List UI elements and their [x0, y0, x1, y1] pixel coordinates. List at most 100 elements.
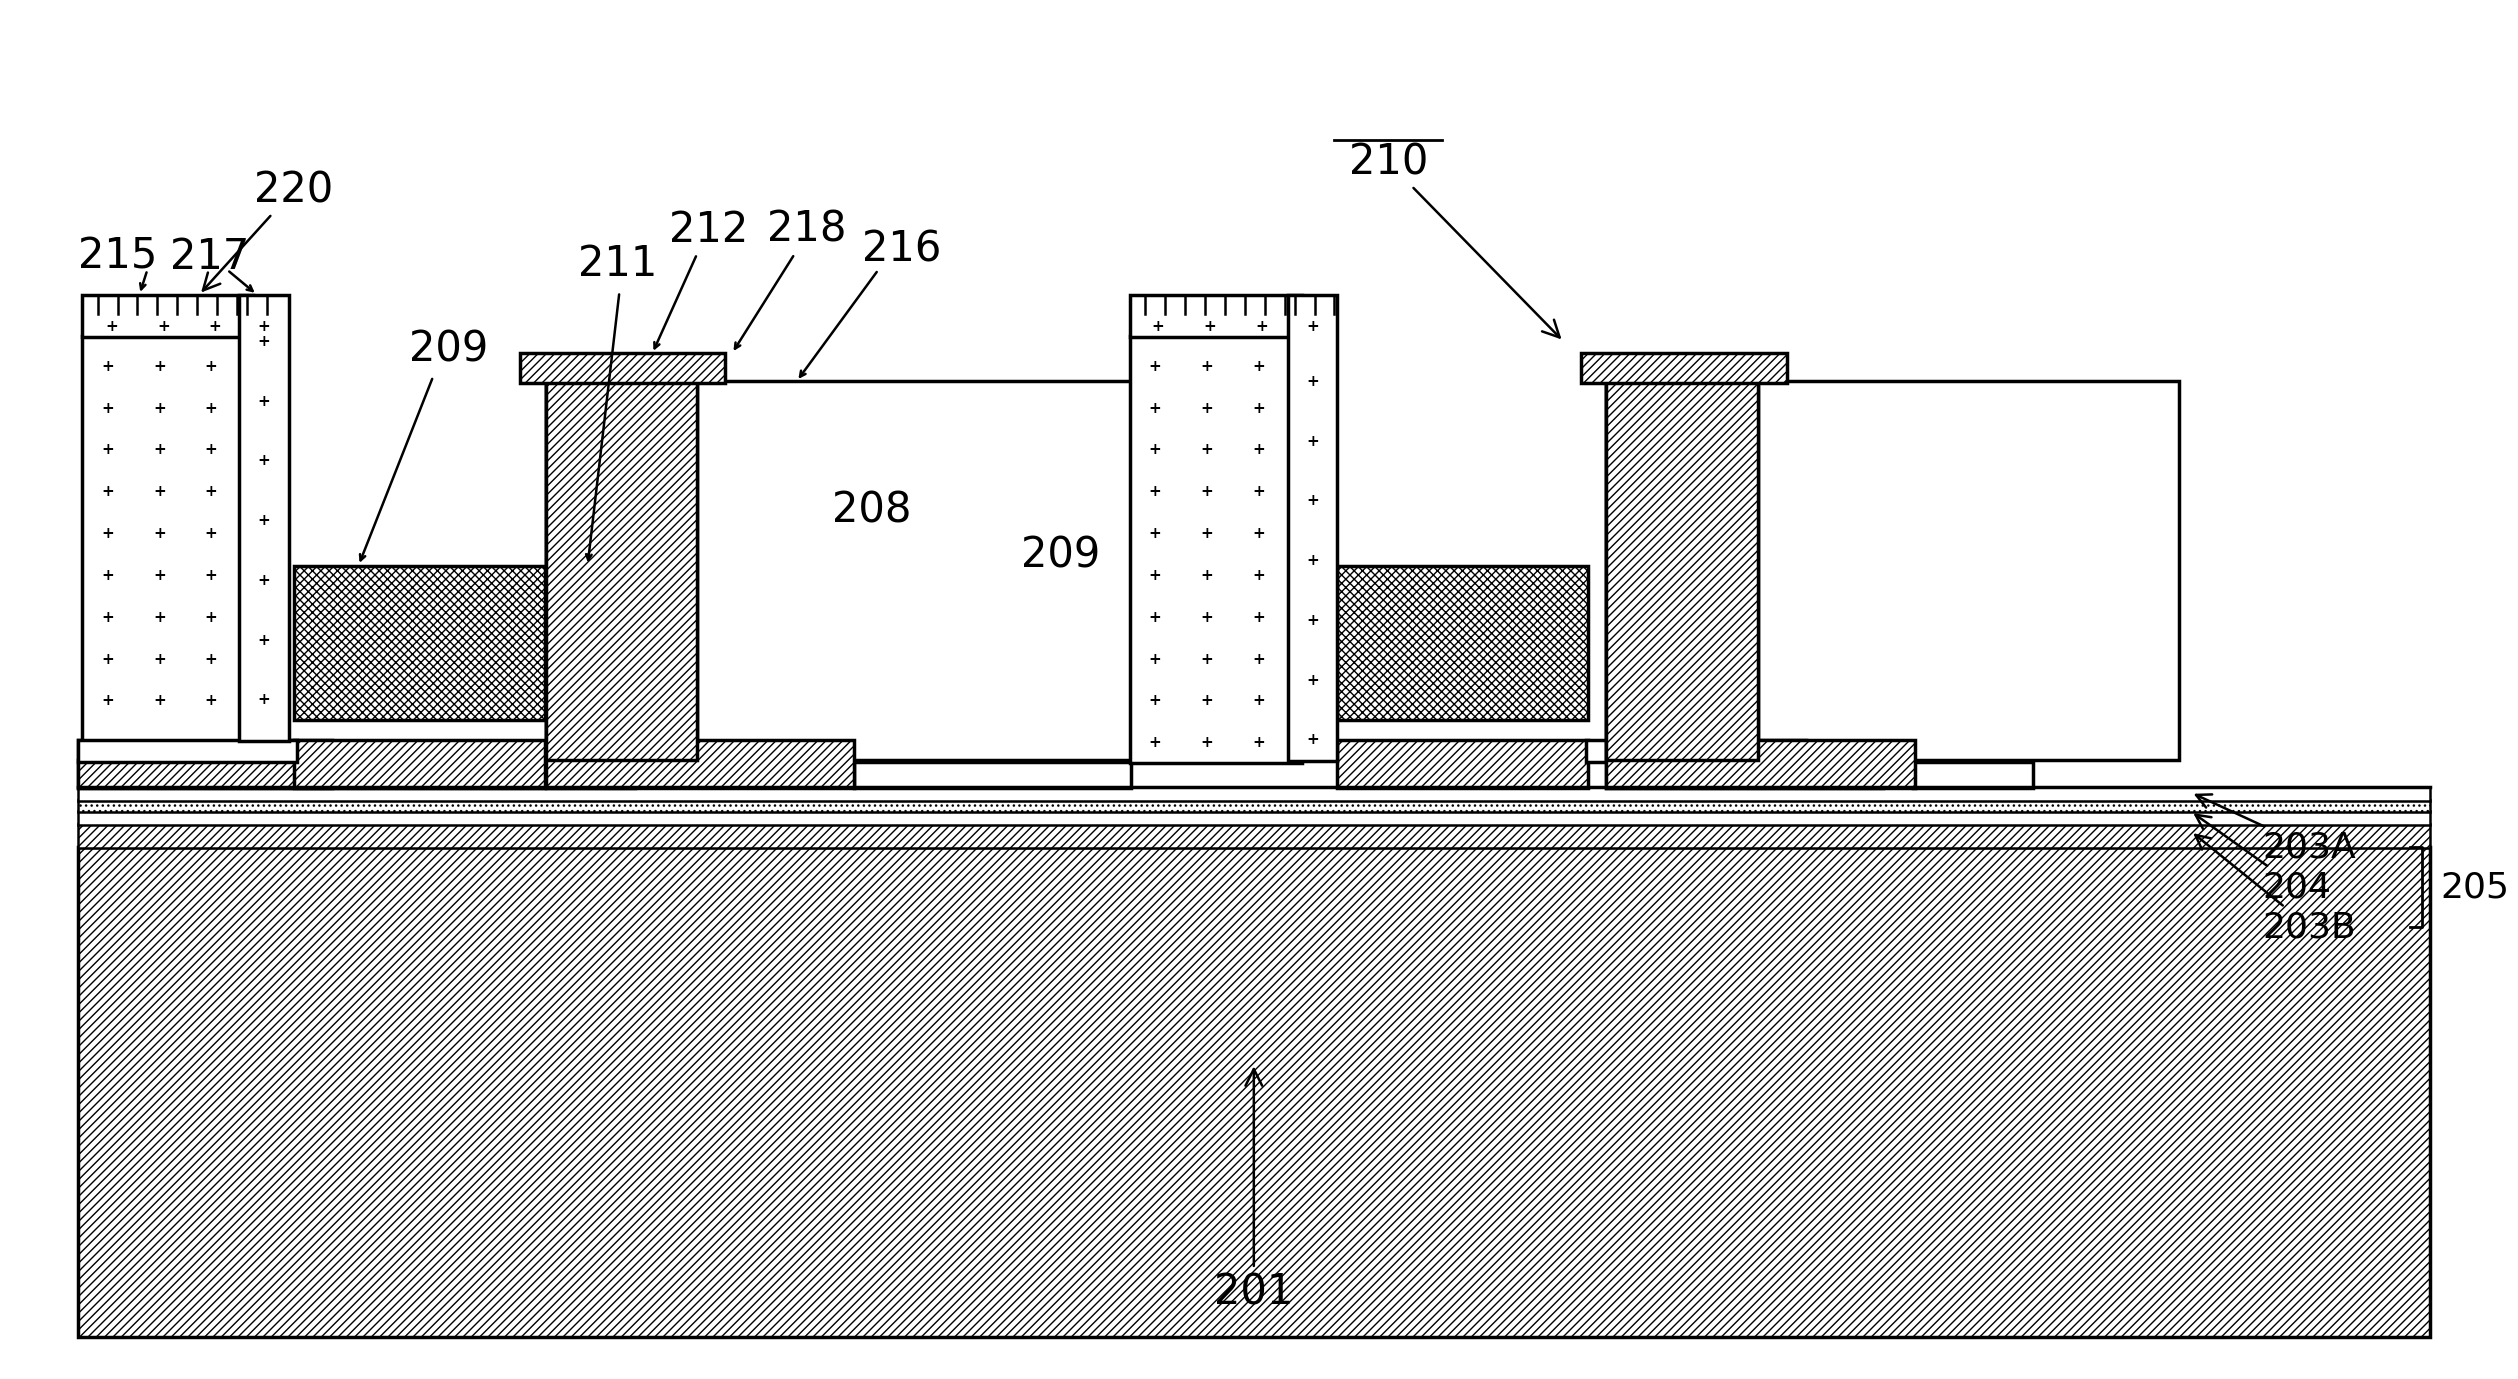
Text: +: + [204, 610, 217, 625]
Text: 209: 209 [408, 328, 488, 371]
Text: +: + [1251, 652, 1264, 666]
Text: +: + [1307, 612, 1319, 627]
Bar [78, 847, 2430, 1338]
Text: 203A: 203A [2196, 794, 2357, 865]
Bar [546, 381, 697, 760]
Text: +: + [1251, 694, 1264, 709]
Text: +: + [1251, 735, 1264, 750]
Text: +: + [204, 694, 217, 709]
Text: +: + [106, 319, 118, 334]
Text: +: + [1251, 568, 1264, 583]
Text: +: + [1148, 610, 1161, 625]
Text: +: + [101, 401, 113, 415]
Bar [1287, 295, 1337, 761]
Text: +: + [101, 610, 113, 625]
Text: +: + [1251, 484, 1264, 499]
Text: +: + [257, 572, 269, 587]
Text: +: + [1151, 319, 1166, 334]
Text: 205: 205 [2440, 870, 2508, 905]
Text: +: + [1148, 359, 1161, 374]
Bar [854, 761, 1131, 787]
Text: +: + [1307, 319, 1319, 334]
Text: +: + [1201, 652, 1214, 666]
Bar [78, 811, 2430, 826]
Text: 215: 215 [78, 236, 156, 277]
Bar [1606, 761, 1883, 787]
Bar [1606, 381, 1758, 760]
Text: 204: 204 [2196, 815, 2332, 905]
Text: +: + [1307, 732, 1319, 747]
Text: +: + [257, 692, 269, 707]
Text: 201: 201 [1214, 1069, 1294, 1314]
Text: +: + [1148, 443, 1161, 458]
Bar [1131, 336, 1302, 763]
Bar [1581, 353, 1788, 383]
Bar [81, 295, 252, 338]
Text: +: + [204, 443, 217, 458]
Text: +: + [101, 694, 113, 709]
Text: +: + [1251, 527, 1264, 541]
Text: +: + [1307, 374, 1319, 389]
Bar [1586, 739, 1805, 761]
Text: +: + [101, 484, 113, 499]
Text: +: + [1148, 652, 1161, 666]
Text: +: + [156, 319, 169, 334]
Text: +: + [204, 359, 217, 374]
Bar [1337, 739, 1589, 787]
Text: 217: 217 [169, 236, 249, 277]
Bar [519, 353, 725, 383]
Bar [546, 381, 1131, 760]
Text: +: + [101, 527, 113, 541]
Text: +: + [1251, 401, 1264, 415]
Text: +: + [1251, 359, 1264, 374]
Text: +: + [1251, 610, 1264, 625]
Text: +: + [1201, 568, 1214, 583]
Text: 212: 212 [670, 208, 748, 251]
Text: +: + [1307, 433, 1319, 448]
Text: +: + [1148, 484, 1161, 499]
Text: +: + [154, 443, 166, 458]
Text: +: + [257, 393, 269, 408]
Text: 203B: 203B [2196, 834, 2357, 945]
Text: 216: 216 [861, 229, 942, 270]
Text: +: + [1201, 401, 1214, 415]
Text: +: + [1307, 673, 1319, 688]
Text: +: + [1256, 319, 1269, 334]
Bar [546, 381, 697, 760]
Text: +: + [1201, 735, 1214, 750]
Bar [78, 739, 297, 761]
Text: +: + [154, 610, 166, 625]
Text: +: + [154, 401, 166, 415]
Text: +: + [101, 359, 113, 374]
Text: +: + [257, 319, 269, 334]
Bar [78, 825, 2430, 848]
Text: +: + [1148, 735, 1161, 750]
Text: +: + [204, 652, 217, 666]
Text: +: + [257, 513, 269, 528]
Text: +: + [1201, 443, 1214, 458]
Text: 210: 210 [1350, 141, 1559, 338]
Bar [1131, 295, 1302, 338]
Text: +: + [209, 319, 222, 334]
Text: +: + [1201, 527, 1214, 541]
Bar [1606, 381, 1758, 760]
Bar [78, 800, 2430, 812]
Text: 220: 220 [204, 170, 332, 291]
Text: +: + [1148, 527, 1161, 541]
Text: +: + [154, 527, 166, 541]
Text: +: + [1201, 610, 1214, 625]
Bar [78, 760, 635, 787]
Bar [81, 336, 252, 743]
Text: +: + [1148, 694, 1161, 709]
Text: +: + [154, 484, 166, 499]
Bar [78, 739, 332, 787]
Text: 208: 208 [831, 490, 912, 532]
Text: +: + [1307, 553, 1319, 568]
Text: +: + [204, 527, 217, 541]
Bar [1914, 761, 2032, 787]
Text: +: + [154, 694, 166, 709]
Bar [78, 786, 2430, 801]
Bar [295, 565, 544, 720]
Text: 218: 218 [768, 208, 846, 251]
Bar [239, 295, 290, 741]
